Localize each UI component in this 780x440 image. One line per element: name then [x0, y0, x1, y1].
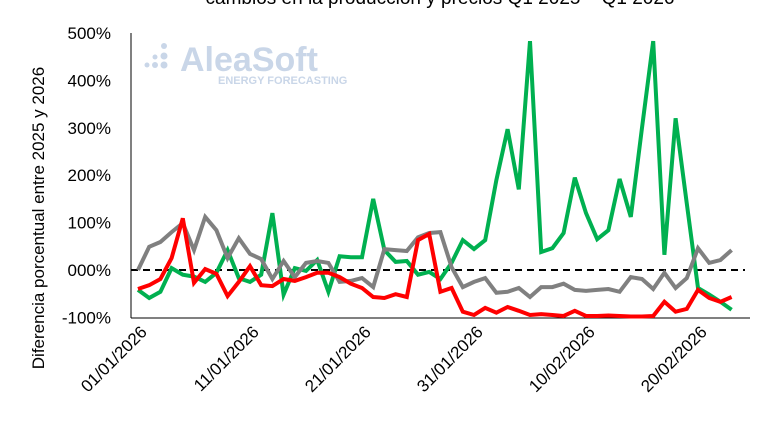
y-tick-label: 200% [68, 166, 111, 185]
y-tick-label: -100% [62, 308, 111, 327]
x-tick-label: 20/02/2026 [637, 322, 711, 396]
svg-text:AleaSoft: AleaSoft [180, 41, 318, 79]
series-line-2 [137, 217, 733, 319]
chart-title: cambios en la producción y precios Q1 20… [206, 0, 675, 9]
y-axis-label: Diferencia porcentual entre 2025 y 2026 [29, 67, 48, 369]
y-tick-label: 500% [68, 24, 111, 43]
series-line-1 [136, 212, 733, 300]
y-tick-label: 100% [68, 214, 111, 233]
x-tick-label: 01/01/2026 [77, 322, 151, 396]
aleasoft-logo: AleaSoft ENERGY FORECASTING [144, 41, 347, 87]
svg-text:ENERGY FORECASTING: ENERGY FORECASTING [218, 75, 347, 87]
x-tick-label: 10/02/2026 [525, 322, 599, 396]
y-tick-label: 400% [68, 71, 111, 90]
x-tick-label: 31/01/2026 [413, 322, 487, 396]
x-tick-label: 21/01/2026 [301, 322, 375, 396]
y-tick-label: 000% [68, 261, 111, 280]
series-line-0 [136, 40, 733, 312]
x-tick-label: 11/01/2026 [190, 322, 263, 395]
y-tick-label: 300% [68, 119, 111, 138]
